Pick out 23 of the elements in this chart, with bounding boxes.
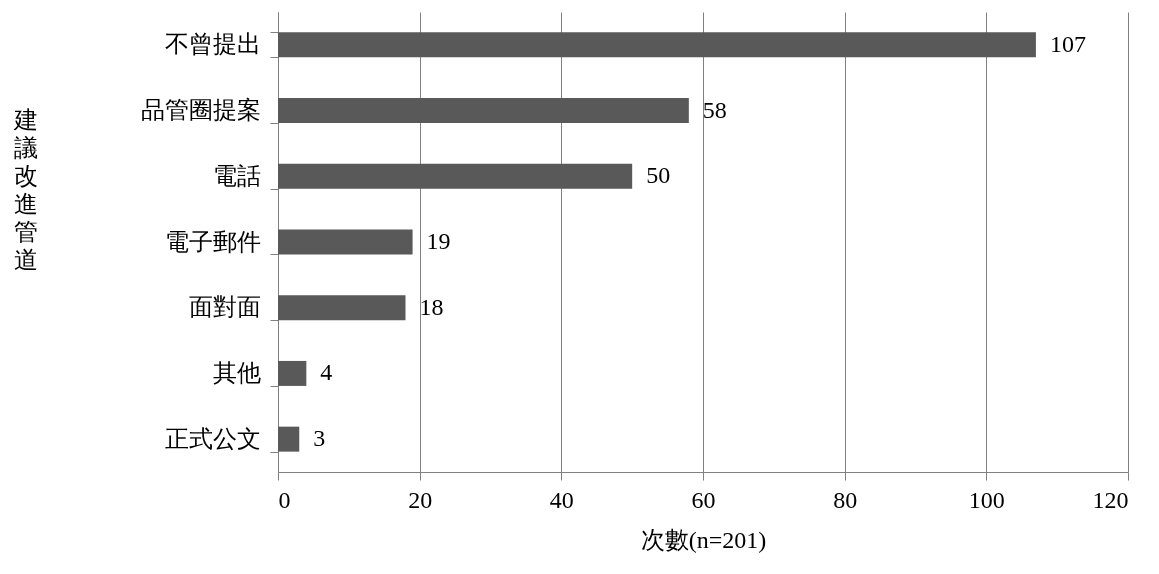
y-tick-label: 電子郵件: [164, 228, 261, 255]
x-tick-label: 20: [408, 486, 433, 513]
data-label: 19: [426, 228, 451, 254]
x-tick-label: 100: [968, 486, 1005, 513]
x-tick-label: 0: [278, 486, 291, 513]
y-tick-label: 電話: [212, 162, 261, 189]
y-tick-label: 面對面: [188, 294, 261, 321]
x-tick-label: 80: [833, 486, 858, 513]
data-label: 107: [1049, 30, 1086, 57]
data-label: 3: [313, 425, 326, 452]
y-axis-title: 建議改進管道: [12, 106, 38, 273]
data-label: 58: [702, 96, 727, 123]
y-tick-label: 不曾提出: [164, 31, 261, 58]
y-tick-label: 其他: [212, 359, 261, 386]
y-tick-label: 正式公文: [164, 425, 261, 452]
data-label: 4: [320, 359, 333, 386]
y-tick-label: 品管圈提案: [140, 97, 261, 124]
data-label: 18: [419, 293, 444, 320]
data-label: 50: [646, 162, 671, 189]
x-tick-label: 40: [549, 486, 574, 513]
x-axis-title: 次數(n=201): [640, 526, 767, 553]
x-tick-label: 120: [1092, 486, 1129, 513]
x-tick-label: 60: [691, 486, 716, 513]
